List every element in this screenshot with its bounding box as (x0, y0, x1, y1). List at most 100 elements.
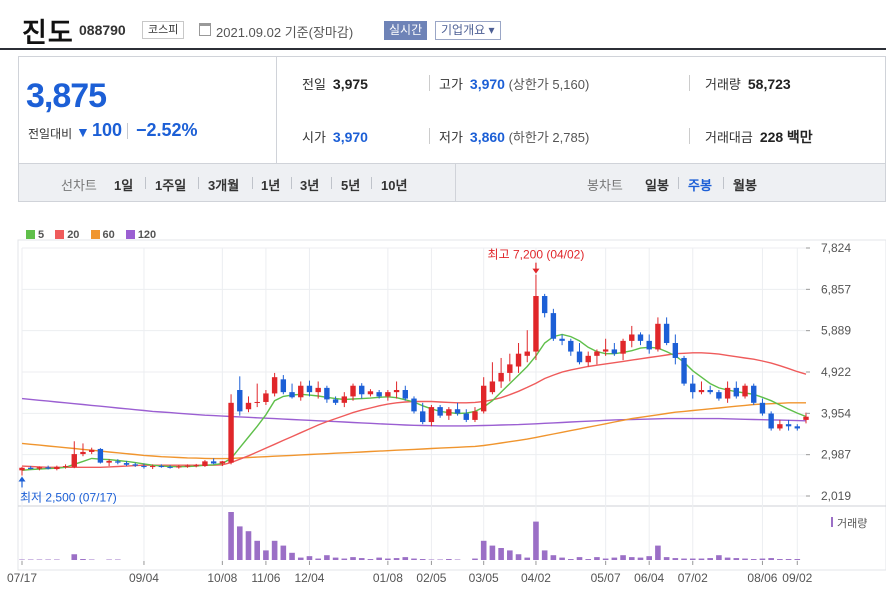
y-tick-label: 6,857 (821, 282, 851, 296)
volume-bar (689, 558, 696, 560)
x-tick-label: 09/02 (782, 571, 812, 585)
volume-bar (280, 545, 287, 560)
candle-body (219, 461, 226, 464)
candle-body (742, 385, 748, 397)
legend-label: 20 (67, 229, 80, 241)
quote-date-value: 2021.09.02 (216, 25, 282, 40)
candle-body (289, 392, 295, 398)
legend-ma5[interactable]: 5 (26, 229, 44, 241)
volume-bar (341, 558, 348, 560)
bar-separator (678, 177, 679, 189)
candle-body (115, 461, 121, 463)
candle-body (428, 407, 435, 423)
volume-bar (750, 559, 757, 560)
candle-body (594, 351, 600, 356)
change-divider (127, 123, 128, 139)
candle-chart-label: 봉차트 (587, 178, 623, 193)
candle-body (480, 385, 487, 412)
candle-weekly[interactable]: 주봉 (688, 178, 712, 193)
period-bar: 선차트 1일 1주일 3개월 1년 3년 5년 10년 봉차트 일봉 주봉 월봉 (18, 164, 886, 202)
candle-body (306, 385, 313, 393)
chart-grid (17, 239, 886, 571)
volume-bar (724, 557, 731, 560)
lower-limit: (하한가 2,785) (508, 130, 590, 145)
bar-separator (291, 177, 292, 189)
high-label: 고가 (439, 77, 463, 92)
x-tick-label: 01/08 (373, 571, 403, 585)
legend-ma20[interactable]: 20 (55, 229, 79, 241)
change-amount: 100 (92, 120, 123, 140)
price-summary: 3,875 전일대비 ▼ 100 −2.52% (19, 57, 277, 163)
candle-body (158, 466, 165, 468)
bar-separator (331, 177, 332, 189)
period-3y[interactable]: 3년 (300, 178, 320, 193)
volume-bar (663, 557, 670, 560)
period-5y[interactable]: 5년 (341, 178, 361, 193)
candle-monthly[interactable]: 월봉 (733, 178, 757, 193)
x-tick-label: 03/05 (469, 571, 499, 585)
candle-body (167, 466, 173, 468)
amount-value: 228 (759, 129, 784, 145)
candle-body (88, 449, 95, 452)
candle-body (62, 466, 69, 468)
change-percent: −2.52% (136, 120, 198, 140)
candle-body (245, 402, 252, 410)
period-1d[interactable]: 1일 (114, 178, 134, 193)
candle-body (541, 296, 548, 314)
period-3m[interactable]: 3개월 (208, 178, 240, 193)
x-tick-label: 11/06 (251, 571, 280, 585)
candle-body (324, 387, 330, 400)
candle-body (45, 467, 51, 469)
company-info-button[interactable]: 기업개요 ▾ (435, 21, 501, 40)
candle-body (507, 364, 513, 373)
quote-basis: 기준(장마감) (284, 25, 354, 40)
volume-bar (480, 540, 487, 560)
x-tick-label: 07/17 (7, 571, 37, 585)
cell-divider (689, 75, 690, 91)
x-tick-label: 10/08 (207, 571, 237, 585)
volume-bar (402, 557, 409, 560)
candle-body (36, 467, 43, 469)
y-tick-label: 7,824 (821, 241, 851, 255)
candle-body (681, 357, 687, 384)
candle-body (620, 340, 626, 354)
volume-bar (620, 555, 626, 560)
candle-body (237, 390, 243, 412)
volume-bar (358, 558, 365, 560)
candle-body (359, 385, 365, 395)
period-1w[interactable]: 1주일 (155, 178, 187, 193)
legend-ma60[interactable]: 60 (90, 229, 115, 241)
volume-bar (611, 557, 618, 560)
candle-daily[interactable]: 일봉 (645, 178, 669, 193)
legend-ma120[interactable]: 120 (125, 229, 157, 241)
period-10y[interactable]: 10년 (381, 178, 408, 193)
candle-body (550, 313, 557, 339)
y-tick-label: 4,922 (821, 365, 851, 379)
high-price: 고가 3,970 (상한가 5,160) (439, 74, 589, 93)
high-arrowhead (532, 268, 540, 274)
volume-bar (768, 558, 774, 560)
period-1y[interactable]: 1년 (261, 178, 281, 193)
volume-bar (263, 550, 269, 560)
upper-limit: (상한가 5,160) (508, 77, 590, 92)
prev-close-value: 3,975 (332, 76, 368, 92)
candle-body (80, 451, 86, 455)
volume-bar (515, 554, 522, 560)
volume-bar (446, 559, 452, 560)
candle-body (132, 464, 138, 466)
candle-body (176, 466, 182, 468)
legend-label: 120 (137, 229, 157, 241)
x-tick-label: 05/07 (591, 571, 621, 585)
open-price: 시가 3,970 (302, 127, 368, 146)
realtime-button[interactable]: 실시간 (384, 21, 428, 40)
low-annotation: 최저 2,500 (07/17) (20, 490, 117, 504)
volume-bar (550, 555, 557, 560)
volume-bar (698, 558, 705, 560)
candle-body (411, 398, 417, 412)
quote-box: 3,875 전일대비 ▼ 100 −2.52% 전일 3,975 고가 3,970 … (18, 56, 886, 164)
stock-code: 088790 (79, 22, 126, 38)
candle-body (376, 392, 382, 397)
volume-bar (716, 555, 722, 560)
volume-bar (655, 545, 661, 560)
